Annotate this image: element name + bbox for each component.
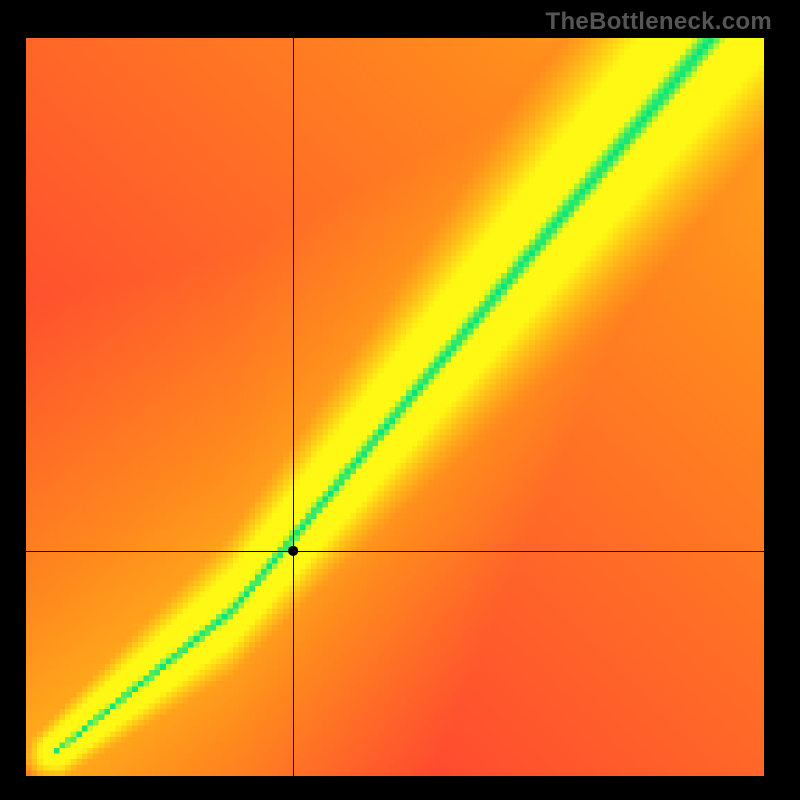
heatmap-canvas-holder — [26, 38, 764, 776]
plot-frame — [26, 38, 764, 776]
figure-outer: TheBottleneck.com — [0, 0, 800, 800]
watermark-text: TheBottleneck.com — [546, 8, 772, 36]
overlay-canvas — [26, 38, 764, 776]
